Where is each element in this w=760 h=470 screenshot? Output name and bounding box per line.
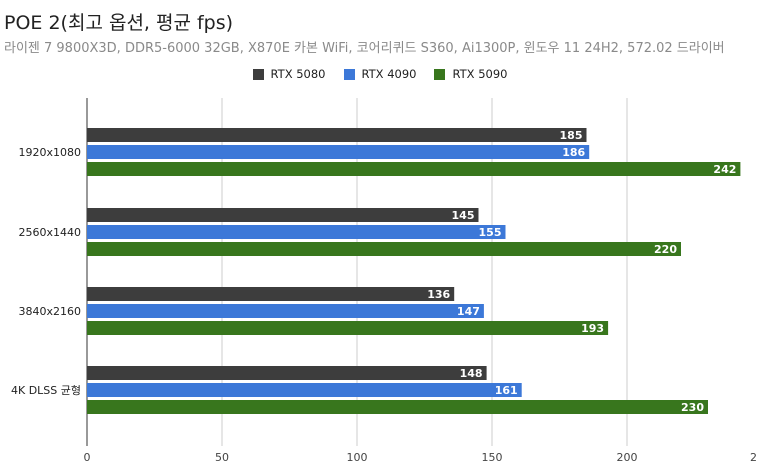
bar	[87, 208, 479, 222]
data-label: 186	[562, 146, 585, 159]
bar	[87, 321, 609, 335]
data-label: 145	[452, 209, 475, 222]
x-tick-label: 0	[84, 451, 91, 464]
data-label: 155	[479, 226, 502, 239]
category-label: 4K DLSS 균형	[11, 384, 81, 397]
bar	[87, 383, 522, 397]
bar	[87, 145, 590, 159]
legend-label: RTX 5080	[270, 67, 326, 81]
bar	[87, 287, 455, 301]
category-label: 2560x1440	[19, 226, 82, 239]
x-tick-label: 2	[750, 451, 757, 464]
bar	[87, 242, 681, 256]
data-label: 161	[495, 384, 518, 397]
legend-item-rtx-5080[interactable]: RTX 5080	[252, 67, 326, 81]
bar	[87, 366, 487, 380]
category-label: 1920x1080	[19, 146, 82, 159]
category-label: 3840x2160	[19, 305, 82, 318]
legend: RTX 5080 RTX 4090 RTX 5090	[0, 67, 760, 81]
data-label: 242	[713, 163, 736, 176]
bar	[87, 162, 741, 176]
data-label: 147	[457, 305, 480, 318]
bar	[87, 128, 587, 142]
data-label: 220	[654, 243, 677, 256]
legend-swatch	[343, 68, 355, 80]
x-tick-label: 200	[617, 451, 638, 464]
x-tick-label: 100	[347, 451, 368, 464]
chart-title: POE 2(최고 옵션, 평균 fps)	[4, 12, 234, 34]
legend-label: RTX 5090	[452, 67, 508, 81]
x-tick-label: 50	[215, 451, 229, 464]
x-tick-label: 150	[482, 451, 503, 464]
data-label: 148	[460, 367, 483, 380]
data-label: 185	[560, 129, 583, 142]
legend-swatch	[434, 68, 446, 80]
data-label: 193	[581, 322, 604, 335]
chart-subtitle: 라이젠 7 9800X3D, DDR5-6000 32GB, X870E 카본 …	[4, 41, 725, 56]
legend-swatch	[252, 68, 264, 80]
legend-item-rtx-4090[interactable]: RTX 4090	[343, 67, 417, 81]
bar	[87, 304, 484, 318]
legend-label: RTX 4090	[361, 67, 417, 81]
bar	[87, 400, 708, 414]
bar	[87, 225, 506, 239]
legend-item-rtx-5090[interactable]: RTX 5090	[434, 67, 507, 81]
data-label: 136	[427, 288, 450, 301]
data-label: 230	[681, 401, 704, 414]
